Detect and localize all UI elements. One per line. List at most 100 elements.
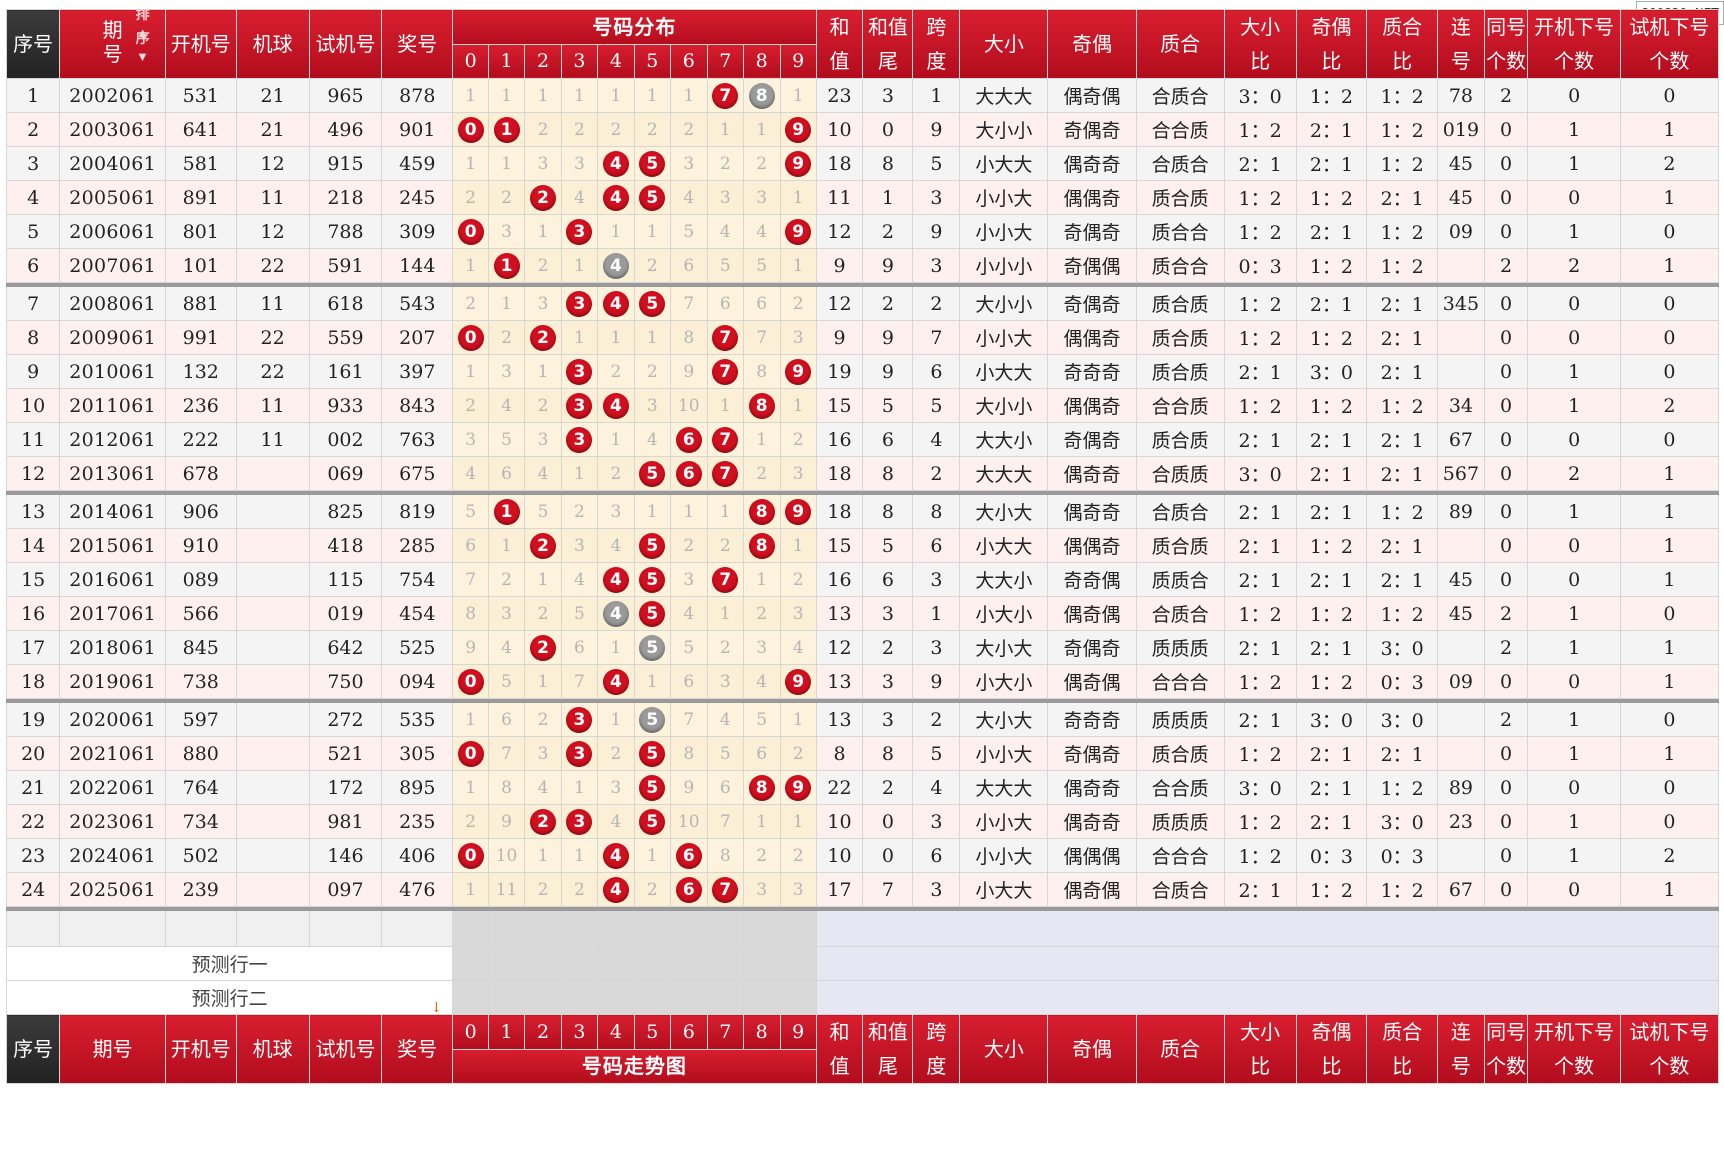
sort-label[interactable]: 排序	[135, 9, 150, 47]
table-row[interactable]: 24 2025061 239 097 476 1 11 2 2 4 2 6 7 3 3 17 7 3 小大大 偶奇偶合…	[5, 872, 1720, 907]
predict-digit-cell[interactable]	[742, 946, 781, 981]
blank-digit-cell[interactable]	[669, 910, 708, 947]
table-row[interactable]: 9 2010061 132 22 161 397 1 3 1 3 2 2 9 7 8 9 19 9 6 小大大 奇奇奇质…	[5, 354, 1720, 389]
predict-digit-cell[interactable]	[596, 980, 635, 1015]
predict-digit-cell[interactable]	[596, 946, 635, 981]
blank-cell[interactable]	[308, 910, 383, 947]
table-row[interactable]: 18 2019061 738 750 094 0 5 1 7 4 1 6 3 4 9 13 3 9 小大小 偶奇偶 合合…	[5, 664, 1720, 699]
predict-digit-cell[interactable]	[742, 980, 781, 1015]
footer-digit-3[interactable]: 3	[560, 1014, 598, 1050]
footer-col-tonghao[interactable]: 同号 个数	[1483, 1014, 1529, 1084]
blank-cell[interactable]	[235, 910, 310, 947]
blank-cell[interactable]	[381, 910, 454, 947]
table-row[interactable]: 17 2018061 845 642 525 9 4 2 6 1 5 5 2 3 4 12 2 3 大小大 奇偶奇 质质…	[5, 630, 1720, 665]
col-kuadu[interactable]: 跨度	[912, 9, 961, 79]
table-row[interactable]: 1 2002061 531 21 965 878 1 1 1 1 1 1 1 7 8 1 23 3 1 大大大 偶奇偶合…	[5, 78, 1720, 113]
predict-row[interactable]: 预测行一	[5, 946, 1720, 981]
digit-header-8[interactable]: 8	[742, 43, 781, 79]
col-daxiao[interactable]: 大小	[959, 9, 1049, 79]
footer-col-period[interactable]: 期号	[59, 1014, 166, 1084]
table-row[interactable]: 19 2020061 597 272 535 1 6 2 3 1 5 7 4 5 1 13 3 2 大小大 奇奇奇 质质…	[5, 702, 1720, 737]
col-hezhi[interactable]: 和值	[815, 9, 864, 79]
predict-digit-cell[interactable]	[488, 980, 525, 1015]
blank-digit-cell[interactable]	[452, 910, 490, 947]
expand-arrow-icon[interactable]: ↓	[430, 1000, 443, 1015]
blank-digit-cell[interactable]	[742, 910, 781, 947]
col-hezhiwei[interactable]: 和值尾	[862, 9, 914, 79]
table-row[interactable]: 2 2003061 641 21 496 901 0 1 2 2 2 2 2 1 1 9 10 0 9 大小小 奇偶奇合…	[5, 112, 1720, 147]
predict-digit-cell[interactable]	[560, 946, 598, 981]
col-lianhao[interactable]: 连号	[1437, 9, 1485, 79]
table-row[interactable]: 8 2009061 991 22 559 207 0 2 2 1 1 1 8 7 7 3 9 9 7 小小大 偶偶奇 质合…	[5, 320, 1720, 355]
footer-digit-0[interactable]: 0	[452, 1014, 490, 1050]
footer-col-jioubi[interactable]: 奇偶比	[1295, 1014, 1368, 1084]
table-row[interactable]: 23 2024061 502 146 406 0 10 1 1 4 1 6 8 2 2 10 0 6 小小大 偶偶偶合…	[5, 838, 1720, 873]
col-seq[interactable]: 序号	[5, 9, 61, 79]
footer-digit-6[interactable]: 6	[669, 1014, 708, 1050]
footer-col-seq[interactable]: 序号	[5, 1014, 61, 1084]
predict-row[interactable]: 预测行二 ↓	[5, 980, 1720, 1015]
footer-col-kjxh[interactable]: 开机下号 个数	[1527, 1014, 1621, 1084]
table-row[interactable]: 11 2012061 222 11 002 763 3 5 3 3 1 4 6 7 1 2 16 6 4 大大小 奇偶奇…	[5, 422, 1720, 457]
digit-header-6[interactable]: 6	[669, 43, 708, 79]
col-tonghao[interactable]: 同号 个数	[1483, 9, 1529, 79]
predict-digit-cell[interactable]	[488, 946, 525, 981]
predict-digit-cell[interactable]	[669, 980, 708, 1015]
blank-digit-cell[interactable]	[488, 910, 525, 947]
footer-col-daxiao[interactable]: 大小	[959, 1014, 1049, 1084]
digit-header-2[interactable]: 2	[523, 43, 562, 79]
blank-cell[interactable]	[59, 910, 166, 947]
footer-col-kaiji[interactable]: 开机号	[164, 1014, 237, 1084]
table-row[interactable]: 6 2007061 101 22 591 144 1 1 2 1 4 2 6 5 5 1 9 9 3 小小小 奇偶偶 质合…	[5, 248, 1720, 283]
col-period[interactable]: 期 号 排序 ▲ ▼	[59, 9, 166, 79]
table-row[interactable]: 20 2021061 880 521 305 0 7 3 3 2 5 8 5 6 2 8 8 5 小小大 奇偶奇 质合质…	[5, 736, 1720, 771]
footer-digit-7[interactable]: 7	[706, 1014, 744, 1050]
footer-col-shiji[interactable]: 试机号	[308, 1014, 383, 1084]
blank-input-row[interactable]	[5, 910, 1720, 947]
digit-header-5[interactable]: 5	[633, 43, 671, 79]
col-zhihebi[interactable]: 质合比	[1366, 9, 1439, 79]
predict-digit-cell[interactable]	[633, 980, 671, 1015]
col-sjxh[interactable]: 试机下号 个数	[1619, 9, 1720, 79]
predict-digit-cell[interactable]	[523, 980, 562, 1015]
table-row[interactable]: 21 2022061 764 172 895 1 8 4 1 3 5 9 6 8 9 22 2 4 大大大 偶奇奇 合合…	[5, 770, 1720, 805]
footer-col-lianhao[interactable]: 连号	[1437, 1014, 1485, 1084]
col-kjxh[interactable]: 开机下号 个数	[1527, 9, 1621, 79]
predict-digit-cell[interactable]	[669, 946, 708, 981]
predict-digit-cell[interactable]	[779, 946, 817, 981]
blank-digit-cell[interactable]	[779, 910, 817, 947]
footer-col-jianghao[interactable]: 奖号	[381, 1014, 454, 1084]
footer-digit-8[interactable]: 8	[742, 1014, 781, 1050]
table-row[interactable]: 4 2005061 891 11 218 245 2 2 2 4 4 5 4 3 3 1 11 1 3 小小大 偶偶奇质…	[5, 180, 1720, 215]
blank-cell[interactable]	[164, 910, 237, 947]
col-jioubi[interactable]: 奇偶比	[1295, 9, 1368, 79]
digit-header-3[interactable]: 3	[560, 43, 598, 79]
footer-col-hezhi[interactable]: 和值	[815, 1014, 864, 1084]
table-row[interactable]: 3 2004061 581 12 915 459 1 1 3 3 4 5 3 2 2 9 18 8 5 小大大 偶奇奇合…	[5, 146, 1720, 181]
table-row[interactable]: 12 2013061 678 069 675 4 6 4 1 2 5 6 7 2 3 18 8 2 大大大 偶奇奇 合质…	[5, 456, 1720, 491]
digit-header-4[interactable]: 4	[596, 43, 635, 79]
footer-digit-2[interactable]: 2	[523, 1014, 562, 1050]
predict-digit-cell[interactable]	[633, 946, 671, 981]
footer-digit-9[interactable]: 9	[779, 1014, 817, 1050]
sort-arrows-icon[interactable]: ▲ ▼	[138, 27, 147, 63]
predict-digit-cell[interactable]	[560, 980, 598, 1015]
predict-digit-cell[interactable]	[706, 980, 744, 1015]
col-kaiji[interactable]: 开机号	[164, 9, 237, 79]
predict-digit-cell[interactable]	[779, 980, 817, 1015]
digit-header-9[interactable]: 9	[779, 43, 817, 79]
col-shiji[interactable]: 试机号	[308, 9, 383, 79]
footer-col-zhihe[interactable]: 质合	[1135, 1014, 1225, 1084]
footer-col-hezhiwei[interactable]: 和值尾	[862, 1014, 914, 1084]
col-zhihe[interactable]: 质合	[1135, 9, 1225, 79]
predict-digit-cell[interactable]	[452, 980, 490, 1015]
footer-col-jiou[interactable]: 奇偶	[1047, 1014, 1137, 1084]
col-jiou[interactable]: 奇偶	[1047, 9, 1137, 79]
table-row[interactable]: 16 2017061 566 019 454 8 3 2 5 4 5 4 1 2 3 13 3 1 小大小 偶奇偶 合质…	[5, 596, 1720, 631]
table-row[interactable]: 15 2016061 089 115 754 7 2 1 4 4 5 3 7 1 2 16 6 3 大大小 奇奇偶 质质…	[5, 562, 1720, 597]
table-row[interactable]: 22 2023061 734 981 235 2 9 2 3 4 5 10 7 1 1 10 0 3 小小大 偶奇奇质…	[5, 804, 1720, 839]
digit-header-1[interactable]: 1	[488, 43, 525, 79]
footer-col-sjxh[interactable]: 试机下号 个数	[1619, 1014, 1720, 1084]
blank-digit-cell[interactable]	[706, 910, 744, 947]
footer-col-kuadu[interactable]: 跨度	[912, 1014, 961, 1084]
